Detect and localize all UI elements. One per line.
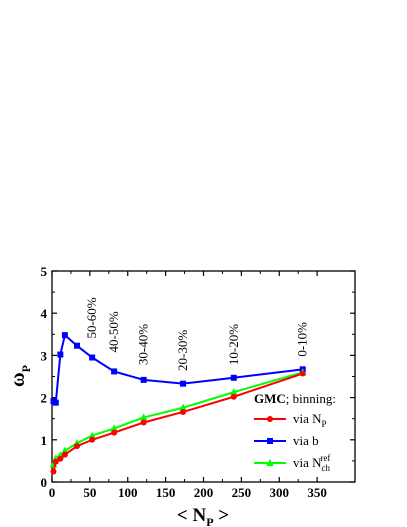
y-tick-label: 0 [41,475,48,490]
centrality-label: 20-30% [175,330,190,371]
data-point [230,374,237,381]
legend-title-rest: ; binning: [286,391,336,406]
legend-label: via NP [293,411,327,429]
data-point [61,451,68,458]
centrality-label: 30-40% [136,324,151,365]
data-point [180,380,187,387]
data-point [140,376,147,383]
series-layer [49,332,307,475]
data-point [230,388,238,396]
legend-item: via NP [254,411,327,429]
legend-title: GMC; binning: [254,391,336,406]
y-ticks: 0 1 2 3 4 5 [41,264,355,490]
data-point [88,431,96,439]
centrality-label: 10-20% [226,324,241,365]
data-point [57,351,64,358]
data-point [52,399,59,406]
y-tick-label: 3 [41,348,48,363]
legend-marker [267,416,273,422]
data-point [139,413,148,421]
x-tick-label: 50 [83,485,96,500]
data-point [61,446,69,454]
x-tick-label: 100 [118,485,138,500]
data-point [179,403,187,411]
data-point [57,455,64,462]
y-tick-label: 2 [41,391,48,406]
x-ticks: 0 50 100 150 200 250 300 350 [49,271,327,500]
y-tick-label: 5 [41,264,48,279]
data-point [180,408,187,415]
x-tick-label: 250 [232,485,252,500]
legend-item: via b [254,433,319,448]
data-point [299,370,306,377]
data-point [89,436,96,443]
x-tick-label: 350 [307,485,327,500]
x-axis-title: < NP > [177,505,229,527]
data-point [73,342,80,349]
data-point [230,393,237,400]
data-point [140,419,147,426]
data-point [50,468,57,475]
data-point [73,443,80,450]
data-point [52,458,59,465]
data-point [61,332,68,339]
centrality-annotations: 50-60% 40-50% 30-40% 20-30% 10-20% 0-10% [84,297,310,371]
x-tick-label: 200 [194,485,214,500]
x-tick-label: 150 [156,485,176,500]
series-line [52,372,304,472]
y-tick-label: 1 [41,433,48,448]
data-point [89,354,96,361]
legend-title-bold: GMC [254,391,286,406]
x-tick-label: 300 [270,485,290,500]
legend-label: via b [293,433,319,448]
legend: GMC; binning: via NP via b via Nchref [254,391,336,473]
centrality-label: 40-50% [106,311,121,352]
y-axis-title: ωP [7,365,33,387]
centrality-label: 50-60% [84,297,99,338]
centrality-label: 0-10% [295,322,310,357]
data-point [111,368,118,375]
y-tick-label: 4 [41,306,48,321]
legend-label: via Nchref [293,453,331,473]
x-tick-label: 0 [49,485,56,500]
data-point [110,424,118,432]
legend-marker [267,438,273,444]
data-point [111,429,118,436]
legend-item: via Nchref [254,453,331,473]
series-0 [50,370,306,475]
legend-marker [266,459,274,466]
